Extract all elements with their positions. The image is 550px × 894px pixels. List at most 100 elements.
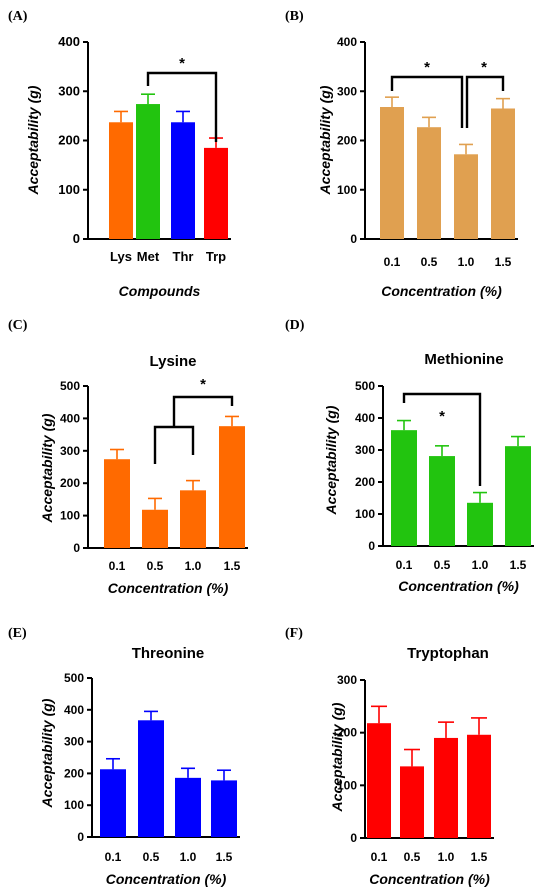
chart-panel-4: (E) Threonine 0 100 200 300 400 500 0.1 0.5 1.0 1.5… <box>8 626 240 887</box>
y-tick-label: 500 <box>64 671 84 685</box>
bar <box>391 430 417 546</box>
x-tick-label: Lys <box>110 249 132 264</box>
y-tick-label: 300 <box>58 83 80 98</box>
x-axis-label: Concentration (%) <box>106 871 227 887</box>
y-tick-label: 100 <box>60 509 80 523</box>
y-tick-label: 300 <box>64 735 84 749</box>
y-tick-label: 0 <box>350 232 357 246</box>
panel-letter: (F) <box>285 626 303 641</box>
x-tick-label: 1.5 <box>510 558 527 572</box>
y-tick-label: 100 <box>355 507 375 521</box>
chart-panel-0: (A) 0 100 200 300 400 Lys Met Thr Trp Acceptabilit… <box>8 9 231 299</box>
x-tick-label: 0.1 <box>105 850 122 864</box>
x-axis-label: Concentration (%) <box>398 578 519 594</box>
x-tick-label: 1.5 <box>216 850 233 864</box>
significance-star: * <box>439 408 445 425</box>
x-tick-label: 0.1 <box>384 255 401 269</box>
bar <box>491 108 515 239</box>
bar <box>109 122 133 239</box>
x-tick-label: 0.1 <box>396 558 413 572</box>
significance-star: * <box>200 376 206 393</box>
significance-bracket <box>390 75 464 128</box>
panel-letter: (B) <box>285 9 304 24</box>
bar <box>204 147 228 239</box>
panel-letter: (D) <box>285 318 305 333</box>
significance-star: * <box>179 55 185 72</box>
y-tick-label: 100 <box>337 183 357 197</box>
x-tick-label: 0.5 <box>421 255 438 269</box>
x-tick-label: 1.5 <box>224 559 241 573</box>
bar <box>454 154 478 239</box>
bar <box>104 459 130 548</box>
bar <box>138 720 164 837</box>
bar <box>467 734 491 838</box>
bar <box>505 446 531 546</box>
x-tick-label: 0.1 <box>109 559 126 573</box>
panel-letter: (C) <box>8 318 28 333</box>
significance-bracket <box>153 425 195 464</box>
significance-star: * <box>424 59 430 76</box>
bar <box>417 127 441 239</box>
y-axis-label: Acceptability (g) <box>323 405 339 515</box>
significance-bracket <box>402 392 482 486</box>
y-tick-label: 300 <box>337 84 357 98</box>
bar <box>434 737 458 838</box>
chart-panel-2: (C) Lysine 0 100 200 300 400 500 0.1 0.5 1.0 1.5 Acc… <box>8 318 248 596</box>
x-axis-label: Concentration (%) <box>369 871 490 887</box>
y-tick-label: 300 <box>355 443 375 457</box>
chart-panel-1: (B) 0 100 200 300 400 0.1 0.5 1.0 1.5 Acceptabilit… <box>285 9 518 299</box>
significance-bracket <box>146 71 218 142</box>
y-tick-label: 200 <box>64 766 84 780</box>
significance-bracket <box>465 75 505 128</box>
x-tick-label: 0.5 <box>143 850 160 864</box>
bar <box>367 723 391 838</box>
y-tick-label: 400 <box>355 411 375 425</box>
panel-title: Threonine <box>132 645 205 662</box>
x-tick-label: 1.0 <box>438 850 455 864</box>
y-axis-label: Acceptability (g) <box>39 413 55 523</box>
x-tick-label: Trp <box>206 249 226 264</box>
bar <box>180 490 206 548</box>
y-tick-label: 200 <box>337 134 357 148</box>
y-tick-label: 200 <box>355 475 375 489</box>
x-tick-label: 1.0 <box>185 559 202 573</box>
bar <box>380 107 404 239</box>
bar <box>136 104 160 240</box>
x-tick-label: Thr <box>173 249 194 264</box>
chart-panel-5: (F) Tryptophan 0 100 200 300 0.1 0.5 1.0 1.5 Accep… <box>285 626 494 887</box>
y-tick-label: 200 <box>58 133 80 148</box>
y-tick-label: 200 <box>60 476 80 490</box>
y-axis-label: Acceptability (g) <box>39 698 55 808</box>
panel-letter: (E) <box>8 626 27 641</box>
y-tick-label: 300 <box>337 673 357 687</box>
y-tick-label: 0 <box>73 231 80 246</box>
y-axis-label: Acceptability (g) <box>329 702 345 812</box>
x-tick-label: 1.0 <box>458 255 475 269</box>
bar <box>175 777 201 837</box>
y-tick-label: 200 <box>337 726 357 740</box>
bar <box>171 122 195 239</box>
y-axis-label: Acceptability (g) <box>25 85 41 195</box>
bar <box>219 426 245 548</box>
x-axis-label: Compounds <box>119 283 201 299</box>
bar <box>100 769 126 837</box>
x-tick-label: 0.5 <box>434 558 451 572</box>
y-tick-label: 400 <box>337 35 357 49</box>
bar <box>211 780 237 837</box>
panel-title: Methionine <box>424 351 503 368</box>
y-tick-label: 300 <box>60 444 80 458</box>
bar <box>467 502 493 546</box>
x-axis-label: Concentration (%) <box>108 580 229 596</box>
x-axis-label: Concentration (%) <box>381 283 502 299</box>
y-tick-label: 500 <box>60 379 80 393</box>
y-tick-label: 0 <box>350 831 357 845</box>
y-tick-label: 100 <box>337 778 357 792</box>
chart-panel-3: (D) Methionine 0 100 200 300 400 500 0.1 0.5 1.0 1.… <box>285 318 534 594</box>
x-tick-label: 0.5 <box>404 850 421 864</box>
x-tick-label: Met <box>137 249 160 264</box>
x-tick-label: 0.1 <box>371 850 388 864</box>
x-tick-label: 0.5 <box>147 559 164 573</box>
x-tick-label: 1.5 <box>495 255 512 269</box>
panel-title: Lysine <box>150 353 197 370</box>
